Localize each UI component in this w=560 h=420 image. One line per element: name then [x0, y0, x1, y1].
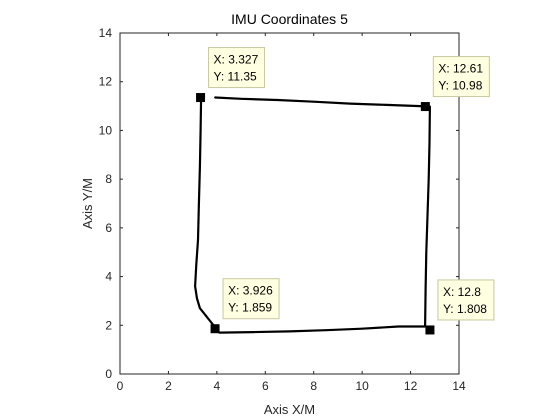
datatip-box — [222, 278, 280, 320]
x-axis-label: Axis X/M — [264, 402, 315, 417]
x-tick-label: 10 — [355, 379, 369, 393]
series-line-0 — [194, 96, 431, 334]
y-tick-label: 4 — [105, 270, 112, 284]
x-tick-label: 14 — [452, 379, 466, 393]
x-tick-label: 8 — [310, 379, 317, 393]
datatip-y: Y: 10.98 — [438, 79, 482, 93]
x-tick-label: 12 — [404, 379, 418, 393]
datatip-x: X: 12.8 — [443, 285, 481, 299]
datatip-y: Y: 11.35 — [214, 70, 257, 84]
datatip-box — [432, 56, 490, 98]
y-tick-label: 12 — [99, 75, 113, 89]
datatip[interactable]: X: 3.327 Y: 11.35 — [196, 47, 266, 103]
y-tick-label: 14 — [99, 26, 113, 40]
datatip-box — [208, 47, 266, 89]
series-layer — [194, 96, 431, 334]
y-tick-label: 6 — [105, 221, 112, 235]
datatip-marker[interactable] — [196, 93, 206, 103]
axis-ticks: 0 2 4 6 8 10 12 14 0 2 4 6 8 10 12 14 — [99, 26, 466, 393]
chart-title: IMU Coordinates 5 — [231, 11, 348, 27]
y-axis-label: Axis Y/M — [80, 178, 95, 229]
datatip[interactable]: X: 12.61 Y: 10.98 — [420, 56, 490, 112]
x-tick-label: 6 — [262, 379, 269, 393]
datatips-layer: X: 3.327 Y: 11.35 X: 12.61 Y: 10.98 X: 3.926… — [196, 47, 495, 335]
datatip-box — [437, 279, 495, 321]
datatip-marker[interactable] — [420, 102, 430, 112]
y-tick-label: 10 — [99, 123, 113, 137]
datatip-marker[interactable] — [425, 325, 435, 335]
x-tick-label: 2 — [165, 379, 172, 393]
datatip-y: Y: 1.859 — [228, 301, 272, 315]
datatip-marker[interactable] — [210, 324, 220, 334]
datatip-x: X: 3.327 — [214, 53, 259, 67]
datatip[interactable]: X: 3.926 Y: 1.859 — [210, 278, 280, 334]
datatip-x: X: 12.61 — [438, 62, 483, 76]
plot-area — [119, 32, 460, 375]
x-tick-label: 4 — [214, 379, 221, 393]
y-tick-label: 2 — [105, 318, 112, 332]
datatip[interactable]: X: 12.8 Y: 1.808 — [425, 279, 495, 335]
datatip-y: Y: 1.808 — [443, 302, 487, 316]
y-tick-label: 8 — [105, 172, 112, 186]
y-tick-label: 0 — [105, 367, 112, 381]
datatip-x: X: 3.926 — [228, 284, 273, 298]
x-tick-label: 0 — [117, 379, 124, 393]
